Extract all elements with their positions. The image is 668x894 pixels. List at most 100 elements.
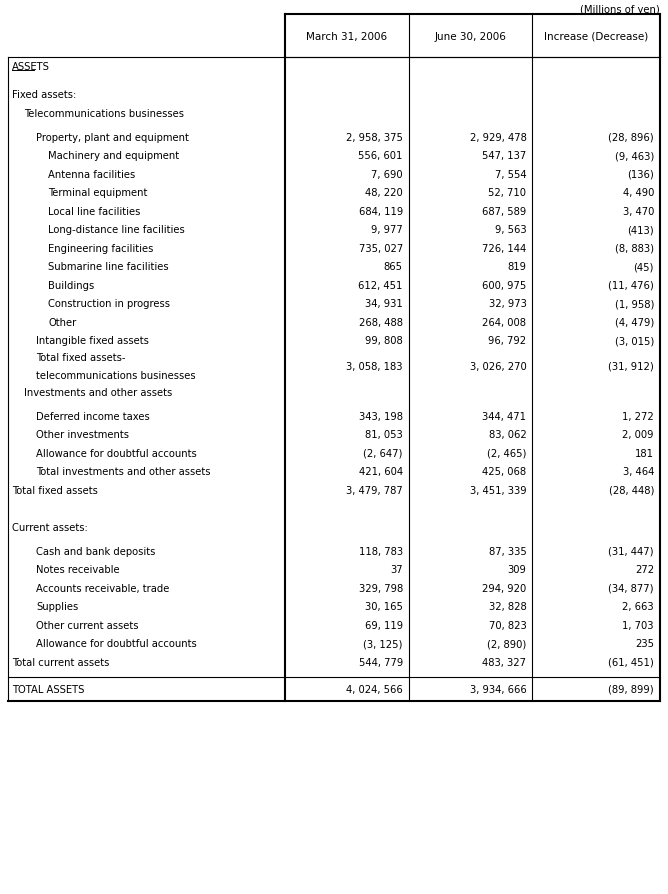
Text: Notes receivable: Notes receivable (36, 565, 120, 575)
Text: (28, 896): (28, 896) (609, 132, 654, 142)
Text: TOTAL ASSETS: TOTAL ASSETS (12, 684, 84, 694)
Text: (413): (413) (627, 224, 654, 235)
Text: 3, 451, 339: 3, 451, 339 (470, 485, 526, 495)
Text: 118, 783: 118, 783 (359, 546, 403, 556)
Text: Intangible fixed assets: Intangible fixed assets (36, 335, 149, 346)
Text: Local line facilities: Local line facilities (48, 207, 140, 216)
Text: Total investments and other assets: Total investments and other assets (36, 467, 210, 477)
Text: Allowance for doubtful accounts: Allowance for doubtful accounts (36, 638, 197, 649)
Text: Other current assets: Other current assets (36, 620, 138, 630)
Text: 4, 490: 4, 490 (623, 188, 654, 198)
Text: 421, 604: 421, 604 (359, 467, 403, 477)
Text: 9, 977: 9, 977 (371, 224, 403, 235)
Text: Total current assets: Total current assets (12, 657, 110, 667)
Text: Investments and other assets: Investments and other assets (24, 387, 172, 398)
Text: 9, 563: 9, 563 (495, 224, 526, 235)
Text: 7, 690: 7, 690 (371, 169, 403, 180)
Text: March 31, 2006: March 31, 2006 (307, 31, 387, 41)
Text: telecommunications businesses: telecommunications businesses (36, 371, 196, 381)
Text: 37: 37 (390, 565, 403, 575)
Text: Supplies: Supplies (36, 602, 78, 611)
Text: Submarine line facilities: Submarine line facilities (48, 262, 168, 272)
Text: 865: 865 (384, 262, 403, 272)
Text: 4, 024, 566: 4, 024, 566 (346, 684, 403, 694)
Text: 268, 488: 268, 488 (359, 317, 403, 327)
Text: 600, 975: 600, 975 (482, 280, 526, 291)
Text: (4, 479): (4, 479) (615, 317, 654, 327)
Text: 483, 327: 483, 327 (482, 657, 526, 667)
Text: 48, 220: 48, 220 (365, 188, 403, 198)
Text: 181: 181 (635, 449, 654, 459)
Text: 235: 235 (635, 638, 654, 649)
Text: Allowance for doubtful accounts: Allowance for doubtful accounts (36, 449, 197, 459)
Text: (28, 448): (28, 448) (609, 485, 654, 495)
Text: 684, 119: 684, 119 (359, 207, 403, 216)
Text: June 30, 2006: June 30, 2006 (435, 31, 506, 41)
Text: 81, 053: 81, 053 (365, 430, 403, 440)
Text: 96, 792: 96, 792 (488, 335, 526, 346)
Text: 52, 710: 52, 710 (488, 188, 526, 198)
Text: (2, 647): (2, 647) (363, 449, 403, 459)
Text: Accounts receivable, trade: Accounts receivable, trade (36, 583, 170, 594)
Text: 726, 144: 726, 144 (482, 243, 526, 253)
Text: (89, 899): (89, 899) (609, 684, 654, 694)
Text: (136): (136) (627, 169, 654, 180)
Text: (1, 958): (1, 958) (615, 299, 654, 308)
Text: (Millions of yen): (Millions of yen) (580, 5, 660, 15)
Text: 2, 958, 375: 2, 958, 375 (346, 132, 403, 142)
Text: Deferred income taxes: Deferred income taxes (36, 411, 150, 421)
Text: Buildings: Buildings (48, 280, 94, 291)
Text: (3, 015): (3, 015) (615, 335, 654, 346)
Text: (11, 476): (11, 476) (609, 280, 654, 291)
Text: 344, 471: 344, 471 (482, 411, 526, 421)
Text: 735, 027: 735, 027 (359, 243, 403, 253)
Text: 34, 931: 34, 931 (365, 299, 403, 308)
Text: 556, 601: 556, 601 (359, 151, 403, 161)
Text: 329, 798: 329, 798 (359, 583, 403, 594)
Text: 2, 009: 2, 009 (623, 430, 654, 440)
Text: 547, 137: 547, 137 (482, 151, 526, 161)
Text: 1, 272: 1, 272 (622, 411, 654, 421)
Text: 544, 779: 544, 779 (359, 657, 403, 667)
Text: Increase (Decrease): Increase (Decrease) (544, 31, 649, 41)
Text: 83, 062: 83, 062 (489, 430, 526, 440)
Text: (31, 447): (31, 447) (609, 546, 654, 556)
Text: 3, 026, 270: 3, 026, 270 (470, 361, 526, 372)
Text: Antenna facilities: Antenna facilities (48, 169, 135, 180)
Text: 2, 929, 478: 2, 929, 478 (470, 132, 526, 142)
Text: 3, 479, 787: 3, 479, 787 (346, 485, 403, 495)
Text: Construction in progress: Construction in progress (48, 299, 170, 308)
Text: 7, 554: 7, 554 (495, 169, 526, 180)
Text: (61, 451): (61, 451) (609, 657, 654, 667)
Text: (34, 877): (34, 877) (609, 583, 654, 594)
Text: 425, 068: 425, 068 (482, 467, 526, 477)
Text: Telecommunications businesses: Telecommunications businesses (24, 108, 184, 118)
Text: 30, 165: 30, 165 (365, 602, 403, 611)
Text: Engineering facilities: Engineering facilities (48, 243, 154, 253)
Text: (31, 912): (31, 912) (609, 361, 654, 372)
Text: 32, 973: 32, 973 (488, 299, 526, 308)
Text: 272: 272 (635, 565, 654, 575)
Text: Terminal equipment: Terminal equipment (48, 188, 148, 198)
Text: (8, 883): (8, 883) (615, 243, 654, 253)
Text: Current assets:: Current assets: (12, 522, 88, 532)
Text: 3, 470: 3, 470 (623, 207, 654, 216)
Text: (3, 125): (3, 125) (363, 638, 403, 649)
Text: 3, 464: 3, 464 (623, 467, 654, 477)
Text: 32, 828: 32, 828 (489, 602, 526, 611)
Text: 70, 823: 70, 823 (489, 620, 526, 630)
Text: ASSETS: ASSETS (12, 63, 50, 72)
Text: Long-distance line facilities: Long-distance line facilities (48, 224, 185, 235)
Text: Fixed assets:: Fixed assets: (12, 90, 76, 100)
Text: Machinery and equipment: Machinery and equipment (48, 151, 179, 161)
Text: 99, 808: 99, 808 (365, 335, 403, 346)
Text: 309: 309 (508, 565, 526, 575)
Text: 343, 198: 343, 198 (359, 411, 403, 421)
Text: 294, 920: 294, 920 (482, 583, 526, 594)
Text: 819: 819 (508, 262, 526, 272)
Text: 264, 008: 264, 008 (482, 317, 526, 327)
Text: 3, 934, 666: 3, 934, 666 (470, 684, 526, 694)
Text: Total fixed assets: Total fixed assets (12, 485, 98, 495)
Text: 612, 451: 612, 451 (359, 280, 403, 291)
Text: 69, 119: 69, 119 (365, 620, 403, 630)
